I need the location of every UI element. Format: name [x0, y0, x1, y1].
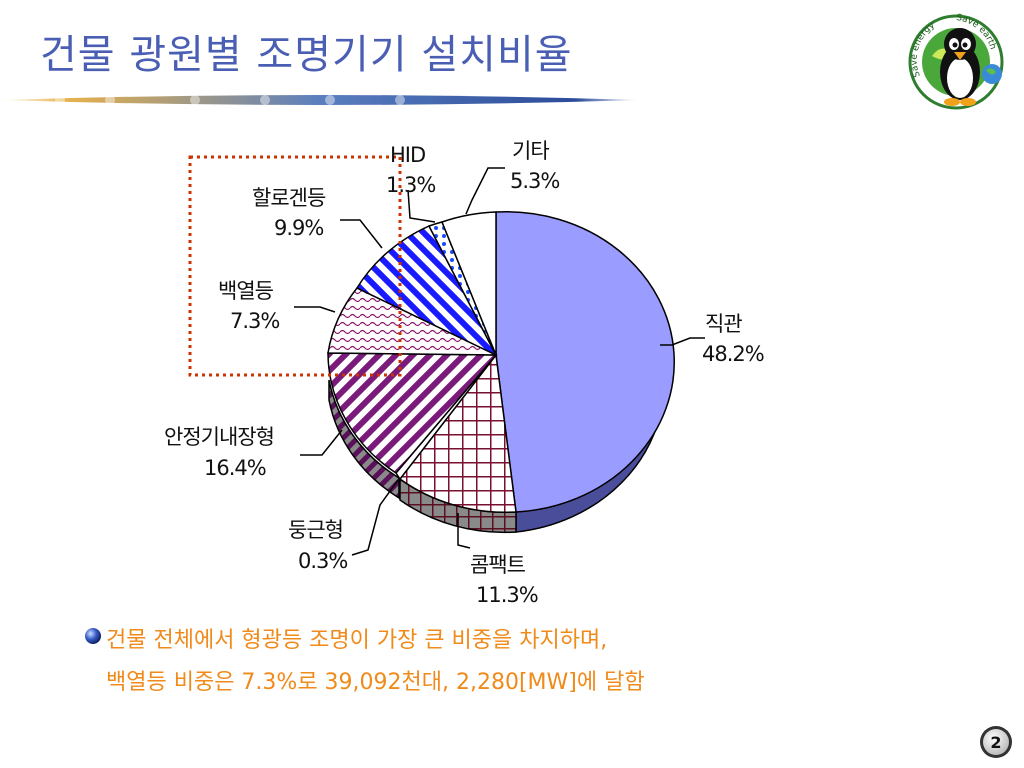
bullet-text-line1: 건물 전체에서 형광등 조명이 가장 큰 비중을 차지하며, [106, 628, 608, 653]
label-value-compact: 11.3% [476, 583, 538, 607]
leader-line [457, 513, 471, 549]
label-value-halogen: 9.9% [274, 216, 323, 240]
label-value-hid: 1.3% [386, 173, 435, 197]
leader-line [340, 219, 383, 249]
slice-halogen [355, 225, 498, 357]
label-name-compact: 콤팩트 [470, 553, 526, 577]
label-value-incandescent: 7.3% [230, 309, 279, 333]
label-value-straight: 48.2% [702, 342, 764, 366]
slice-other [441, 211, 497, 356]
slice-straight [495, 210, 675, 513]
leader-line [407, 189, 436, 223]
leader-line [660, 337, 705, 346]
slice-ballast-integrated [327, 352, 498, 474]
label-name-round: 둥근형 [288, 518, 343, 542]
label-value-ballast: 16.4% [204, 456, 266, 480]
label-name-other: 기타 [512, 139, 549, 163]
highlight-box [188, 155, 402, 377]
page-number: 2 [990, 733, 1001, 752]
slide-title: 건물 광원별 조명기기 설치비율 [40, 32, 573, 78]
leader-line [294, 306, 336, 313]
slice-compact [398, 353, 517, 514]
label-name-halogen: 할로겐등 [252, 186, 326, 210]
bullet-text-line2: 백열등 비중은 7.3%로 39,092천대, 2,280[MW]에 달함 [106, 670, 645, 695]
leader-line [300, 429, 343, 456]
leader-line [351, 479, 399, 556]
label-value-round: 0.3% [298, 549, 347, 573]
label-name-straight: 직관 [705, 312, 742, 336]
label-name-hid: HID [390, 143, 425, 167]
penguin-logo-icon: Save energy Save earth [908, 13, 1004, 110]
label-name-ballast: 안정기내장형 [164, 425, 274, 449]
pie-side-ballast [328, 379, 400, 500]
title-underline [0, 95, 640, 105]
leader-line [465, 167, 505, 215]
bullet-icon [85, 628, 101, 644]
page-number-badge: 2 [980, 726, 1012, 758]
label-name-incandescent: 백열등 [218, 279, 274, 303]
label-value-other: 5.3% [510, 169, 559, 193]
